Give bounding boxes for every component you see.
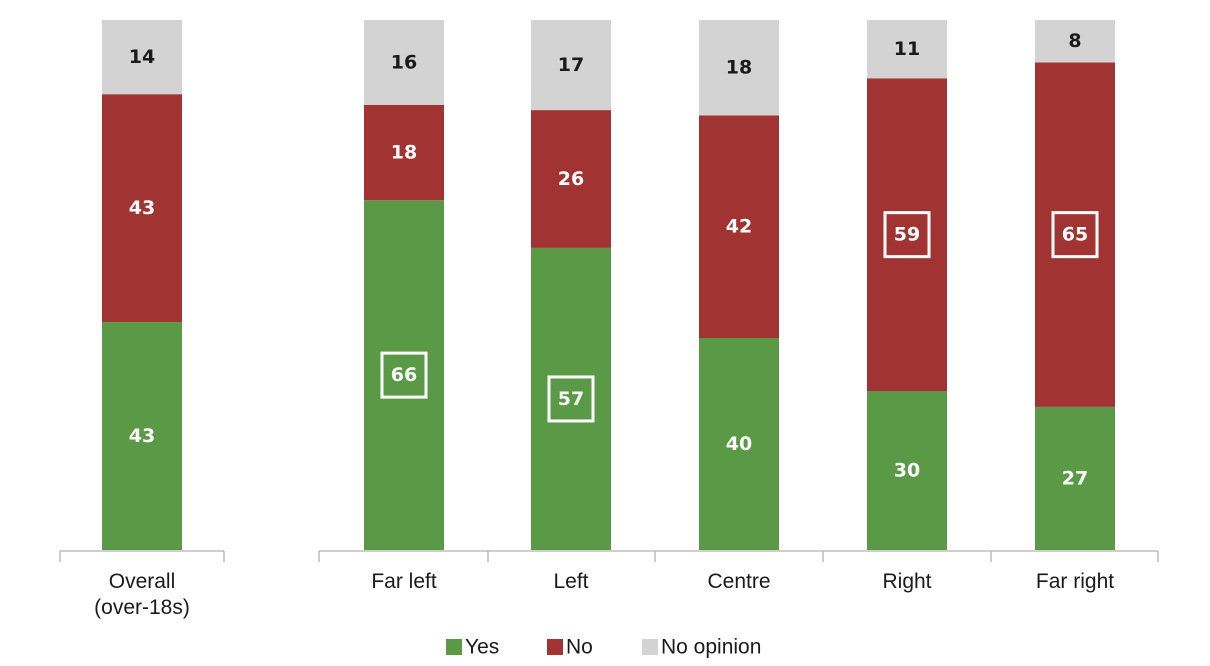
legend: Yes No No opinion xyxy=(446,636,761,659)
bar-segment-no xyxy=(531,110,611,248)
data-label-no-opinion: 18 xyxy=(726,57,752,79)
bar-segment-yes xyxy=(1035,406,1115,550)
highlight-box xyxy=(380,351,428,399)
data-label-no: 26 xyxy=(558,168,584,190)
data-label-no: 59 xyxy=(894,224,920,246)
data-label-no-opinion: 17 xyxy=(558,54,584,76)
bar-segment-no xyxy=(867,78,947,392)
bars-layer: 43 43 14 66 18 16 57 26 17 40 42 18 30 59 11 27 65 8 xyxy=(102,20,1115,550)
data-label-no-opinion: 14 xyxy=(129,46,155,68)
data-label-yes: 57 xyxy=(558,388,584,410)
bar-segment-yes xyxy=(867,391,947,550)
data-label-yes: 43 xyxy=(129,425,155,447)
data-label-yes: 30 xyxy=(894,460,920,482)
highlight-box xyxy=(547,375,595,423)
bar-segment-no-opinion xyxy=(1035,20,1115,63)
category-label: Far left xyxy=(371,570,437,593)
bar-segment-no xyxy=(102,94,182,323)
category-axis: Overall (over-18s) Far left Left Centre Right… xyxy=(59,550,1159,619)
category-label-line: Overall xyxy=(109,570,176,593)
data-label-yes: 40 xyxy=(726,433,752,455)
bar-segment-no-opinion xyxy=(699,20,779,116)
category-label-line: Centre xyxy=(707,570,770,593)
data-label-no: 43 xyxy=(129,197,155,219)
bar-segment-no-opinion xyxy=(531,20,611,111)
category-label-line: Far right xyxy=(1036,570,1114,593)
category-label: Left xyxy=(553,570,588,593)
bar-segment-no xyxy=(364,104,444,201)
data-label-no-opinion: 11 xyxy=(894,38,920,60)
data-label-no: 18 xyxy=(391,142,417,164)
bar-segment-no-opinion xyxy=(364,20,444,105)
bar-segment-no xyxy=(1035,62,1115,407)
legend-label-no: No xyxy=(566,636,593,659)
category-label-line: Far left xyxy=(371,570,437,593)
legend-label-no-opinion: No opinion xyxy=(661,636,761,659)
category-label: Right xyxy=(882,570,931,593)
data-label-no: 42 xyxy=(726,216,752,238)
bar-segment-yes xyxy=(364,200,444,550)
highlight-box xyxy=(1051,211,1099,259)
data-label-no: 65 xyxy=(1062,224,1088,246)
bar-segment-yes xyxy=(531,247,611,550)
category-label-line: Right xyxy=(882,570,931,593)
legend-swatch-no xyxy=(547,639,563,655)
category-label: Far right xyxy=(1036,570,1114,593)
bar-segment-no-opinion xyxy=(102,20,182,95)
bar-segment-yes xyxy=(102,322,182,550)
data-label-no-opinion: 8 xyxy=(1068,30,1081,52)
legend-swatch-no-opinion xyxy=(642,639,658,655)
bar-segment-yes xyxy=(699,338,779,550)
highlight-box xyxy=(883,211,931,259)
category-label-line: Left xyxy=(553,570,588,593)
category-label: Overall (over-18s) xyxy=(94,570,190,619)
data-label-yes: 27 xyxy=(1062,467,1088,489)
bar-segment-no xyxy=(699,115,779,339)
data-label-yes: 66 xyxy=(391,364,417,386)
bar-segment-no-opinion xyxy=(867,20,947,79)
category-label-line: (over-18s) xyxy=(94,596,190,619)
data-label-no-opinion: 16 xyxy=(391,51,417,73)
legend-swatch-yes xyxy=(446,639,462,655)
category-label: Centre xyxy=(707,570,770,593)
legend-label-yes: Yes xyxy=(465,636,499,659)
